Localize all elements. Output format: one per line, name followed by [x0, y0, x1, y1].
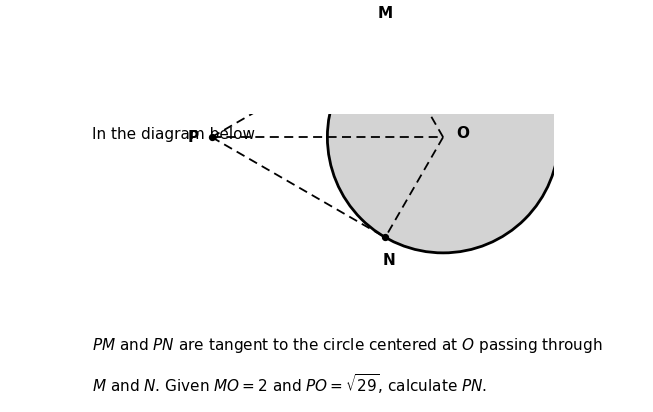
Point [380, 234, 390, 241]
Point [380, 34, 390, 40]
Text: P: P [187, 130, 199, 145]
Text: M: M [377, 6, 393, 21]
Text: O: O [456, 126, 469, 141]
Text: In the diagram below: In the diagram below [92, 127, 255, 142]
Text: N: N [383, 253, 395, 268]
Text: $PM$ and $PN$ are tangent to the circle centered at $O$ passing through: $PM$ and $PN$ are tangent to the circle … [92, 336, 603, 355]
Text: $M$ and $N$. Given $MO = 2$ and $PO = \sqrt{29}$, calculate $PN$.: $M$ and $N$. Given $MO = 2$ and $PO = \s… [92, 372, 488, 396]
Circle shape [327, 21, 559, 253]
Point [206, 134, 217, 140]
